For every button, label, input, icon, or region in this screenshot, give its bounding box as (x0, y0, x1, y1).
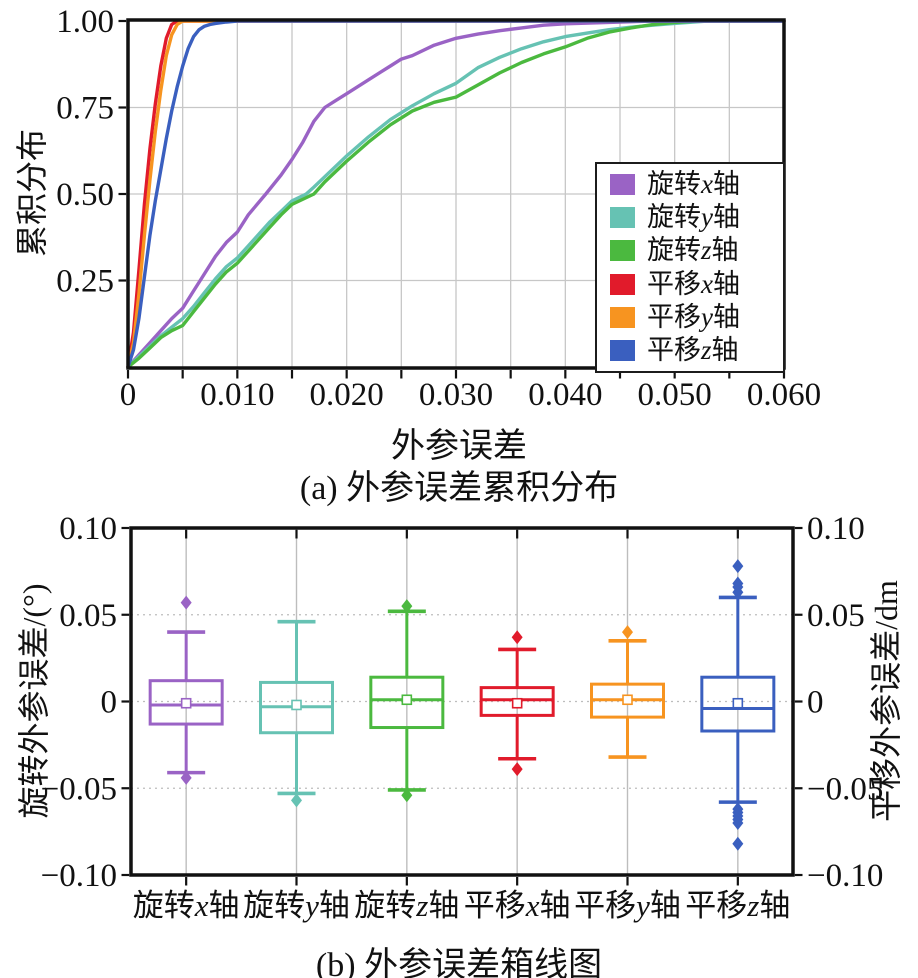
outlier-marker (732, 559, 744, 574)
panel-b-ylabel-right: 平移外参误差/dm (868, 580, 904, 822)
legend-label: 旋转x轴 (647, 169, 740, 200)
panel-b-left-tick-label: 0.05 (59, 598, 117, 634)
legend-item: 平移z轴 (610, 334, 779, 365)
panel-b-category-label: 旋转z轴 (354, 888, 459, 923)
mean-marker (622, 694, 633, 706)
panel-b-right-tick-label: −0.05 (807, 771, 883, 807)
panel-a-y-tick-label: 0.25 (56, 264, 114, 300)
panel-a-x-tick-label: 0.020 (310, 377, 384, 413)
box-旋转z轴 (369, 599, 445, 803)
outlier-marker (291, 793, 302, 808)
cdf-curve-平移z轴 (126, 19, 786, 369)
box-平移y轴 (590, 625, 665, 759)
panel-a-x-tick-label: 0.030 (419, 377, 493, 413)
panel-a-x-tick-label: 0.050 (638, 377, 712, 413)
panel-b-left-tick-label: −0.05 (41, 771, 117, 807)
panel-b-right-tick-label: 0.05 (807, 598, 865, 634)
panel-b-left-tick-label: 0 (101, 685, 118, 721)
panel-b-right-tick-label: 0 (807, 685, 824, 721)
mean-marker (732, 697, 744, 709)
panel-a-plot: 0 0.010 0.020 0.030 0.040 0.050 0.060 0.25 0.50 0… (56, 4, 821, 413)
box-旋转x轴 (148, 595, 224, 785)
panel-b-caption: (b) 外参误差箱线图 (315, 947, 603, 978)
legend-swatch (610, 174, 635, 196)
panel-b-category-label: 平移x轴 (464, 888, 571, 923)
panel-b-category-label: 平移z轴 (685, 888, 790, 923)
legend-item: 旋转x轴 (610, 171, 779, 198)
panel-b-left-tick-label: 0.10 (59, 511, 117, 547)
panel-a-y-tick-label: 1.00 (56, 4, 114, 40)
mean-marker (180, 697, 192, 709)
panel-b-plot: 0.10 0.10 0.05 0.05 0 0 −0.05 −0.05 −0.10 −0.10 旋转… (41, 511, 884, 923)
box-平移z轴 (700, 559, 776, 851)
legend-swatch (610, 240, 635, 262)
mean-marker (291, 699, 302, 711)
legend-label: 旋转z轴 (647, 235, 739, 266)
panel-b-right-tick-label: −0.10 (807, 858, 883, 894)
panel-a-x-tick-label: 0.040 (528, 377, 602, 413)
panel-b-category-label: 平移y轴 (574, 888, 681, 923)
legend-swatch (610, 207, 635, 229)
legend-item: 平移y轴 (610, 301, 779, 332)
cdf-curve-平移y轴 (126, 19, 786, 369)
legend-swatch (610, 306, 635, 328)
legend-item: 平移x轴 (610, 268, 779, 299)
legend-swatch (610, 339, 635, 361)
panel-b-left-tick-label: −0.10 (41, 858, 117, 894)
legend-label: 平移y轴 (647, 301, 740, 332)
box-平移x轴 (479, 630, 555, 777)
panel-a-x-tick-label: 0 (120, 377, 137, 413)
outlier-marker (732, 815, 744, 830)
panel-a-caption: (a) 外参误差累积分布 (299, 470, 619, 507)
box-旋转y轴 (259, 619, 334, 808)
mean-marker (401, 694, 413, 706)
legend-label: 旋转y轴 (647, 202, 740, 233)
outlier-marker (622, 625, 633, 640)
mean-marker (511, 697, 523, 709)
panel-b-ylabel-left: 旋转外参误差/(°) (16, 583, 52, 819)
outlier-marker (732, 585, 744, 600)
legend-item: 旋转z轴 (610, 237, 779, 264)
panel-a-legend: 旋转x轴 旋转y轴 旋转z轴 平移x轴 平移y轴 平移z轴 (595, 162, 785, 373)
panel-b-right-tick-label: 0.10 (807, 511, 865, 547)
legend-label: 平移z轴 (647, 334, 739, 365)
panel-a-y-tick-label: 0.75 (56, 91, 114, 127)
outlier-marker (401, 599, 413, 614)
panel-a-ylabel: 累积分布 (14, 128, 50, 258)
legend-swatch (610, 273, 635, 295)
legend-label: 平移x轴 (647, 268, 740, 299)
cdf-curve-旋转x轴 (126, 19, 786, 369)
panel-a-xlabel: 外参误差 (391, 428, 527, 465)
panel-a-x-tick-label: 0.010 (200, 377, 274, 413)
cdf-curve-旋转z轴 (126, 19, 786, 369)
outlier-marker (180, 595, 192, 610)
legend-item: 旋转y轴 (610, 204, 779, 231)
cdf-curve-旋转y轴 (126, 19, 786, 369)
outlier-marker (511, 762, 523, 777)
outlier-marker (732, 836, 744, 851)
outlier-marker (511, 630, 523, 645)
panel-a-y-tick-label: 0.50 (56, 177, 114, 213)
panel-a-x-tick-label: 0.060 (747, 377, 821, 413)
outlier-marker (180, 770, 192, 785)
cdf-curve-平移x轴 (126, 19, 786, 369)
panel-b-category-label: 旋转y轴 (243, 888, 350, 923)
panel-b-category-label: 旋转x轴 (133, 888, 240, 923)
outlier-marker (401, 788, 413, 803)
